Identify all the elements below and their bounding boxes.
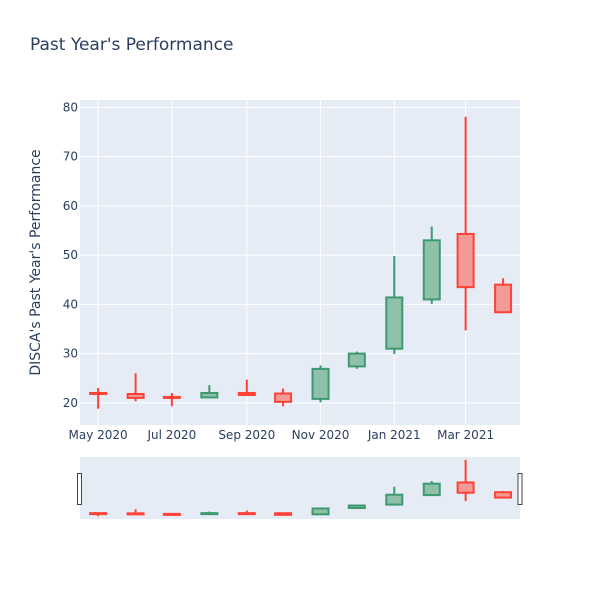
- candle-body: [200, 391, 219, 399]
- y-axis-label: DISCA's Past Year's Performance: [28, 149, 44, 375]
- candles: [89, 116, 513, 409]
- mini-candle-body: [385, 493, 404, 506]
- mini-candle-decreasing: [274, 512, 293, 516]
- candle-increasing: [311, 365, 330, 403]
- x-tick-label: May 2020: [69, 428, 128, 442]
- mini-candle-body: [89, 512, 108, 516]
- mini-candle-decreasing: [162, 512, 181, 516]
- mini-candle-decreasing: [89, 512, 108, 517]
- y-tick-label: 60: [63, 199, 78, 213]
- mini-candle-body: [274, 512, 293, 516]
- candle-decreasing: [126, 373, 145, 402]
- y-tick-label: 70: [63, 150, 78, 164]
- range-slider-background[interactable]: [80, 457, 520, 519]
- candle-increasing: [385, 256, 404, 355]
- mini-candle-increasing: [422, 481, 441, 497]
- chart-title: Past Year's Performance: [30, 35, 234, 55]
- candle-body: [311, 367, 330, 400]
- mini-candle-body: [422, 482, 441, 497]
- mini-candle-increasing: [311, 507, 330, 516]
- range-slider[interactable]: [77, 457, 523, 519]
- range-slider-left-handle[interactable]: [77, 473, 82, 505]
- y-tick-label: 30: [63, 347, 78, 361]
- mini-candle-body: [200, 512, 219, 516]
- candle-body: [89, 391, 108, 395]
- candle-decreasing: [89, 388, 108, 409]
- candle-body: [162, 395, 181, 399]
- candle-body: [126, 392, 145, 399]
- candle-body: [422, 239, 441, 301]
- mini-candle-decreasing: [456, 459, 475, 502]
- mini-candle-increasing: [200, 511, 219, 516]
- mini-candle-decreasing: [126, 509, 145, 516]
- mini-candle-decreasing: [494, 490, 513, 499]
- mini-candle-body: [237, 512, 256, 516]
- x-axis-ticks: May 2020 Jul 2020 Sep 2020 Nov 2020 Jan 2021…: [69, 428, 495, 442]
- range-slider-right-handle[interactable]: [517, 473, 523, 505]
- candle-increasing: [200, 385, 219, 399]
- mini-candle-increasing: [347, 504, 366, 510]
- mini-candle-body: [126, 512, 145, 516]
- candle-body: [385, 296, 404, 350]
- candle-decreasing: [237, 379, 256, 396]
- mini-candle-body: [494, 491, 513, 499]
- mini-candle-body: [347, 504, 366, 510]
- x-tick-label: Nov 2020: [292, 428, 350, 442]
- mini-candle-decreasing: [237, 510, 256, 516]
- candle-body: [494, 283, 513, 314]
- x-tick-label: Sep 2020: [218, 428, 275, 442]
- y-gridlines: [80, 106, 520, 404]
- y-tick-label: 80: [63, 100, 78, 114]
- candle-decreasing: [494, 278, 513, 314]
- mini-candle-body: [311, 507, 330, 516]
- mini-candle-increasing: [385, 486, 404, 506]
- y-tick-label: 50: [63, 248, 78, 262]
- x-tick-label: Jul 2020: [146, 428, 196, 442]
- candle-body: [456, 232, 475, 289]
- candle-body: [347, 352, 366, 368]
- mini-candle-body: [162, 512, 181, 516]
- y-tick-label: 40: [63, 297, 78, 311]
- candle-body: [237, 391, 256, 396]
- plot-area[interactable]: [80, 100, 520, 425]
- candle-body: [274, 392, 293, 403]
- candle-decreasing: [274, 388, 293, 407]
- candle-increasing: [347, 351, 366, 369]
- range-slider-candles: [89, 459, 513, 517]
- candle-decreasing: [162, 392, 181, 407]
- y-tick-label: 20: [63, 396, 78, 410]
- y-axis-ticks: 20 30 40 50 60 70 80: [63, 100, 78, 409]
- x-tick-label: Mar 2021: [437, 428, 494, 442]
- x-tick-label: Jan 2021: [367, 428, 421, 442]
- mini-candle-body: [456, 481, 475, 494]
- candle-decreasing: [456, 116, 475, 331]
- candle-increasing: [422, 226, 441, 304]
